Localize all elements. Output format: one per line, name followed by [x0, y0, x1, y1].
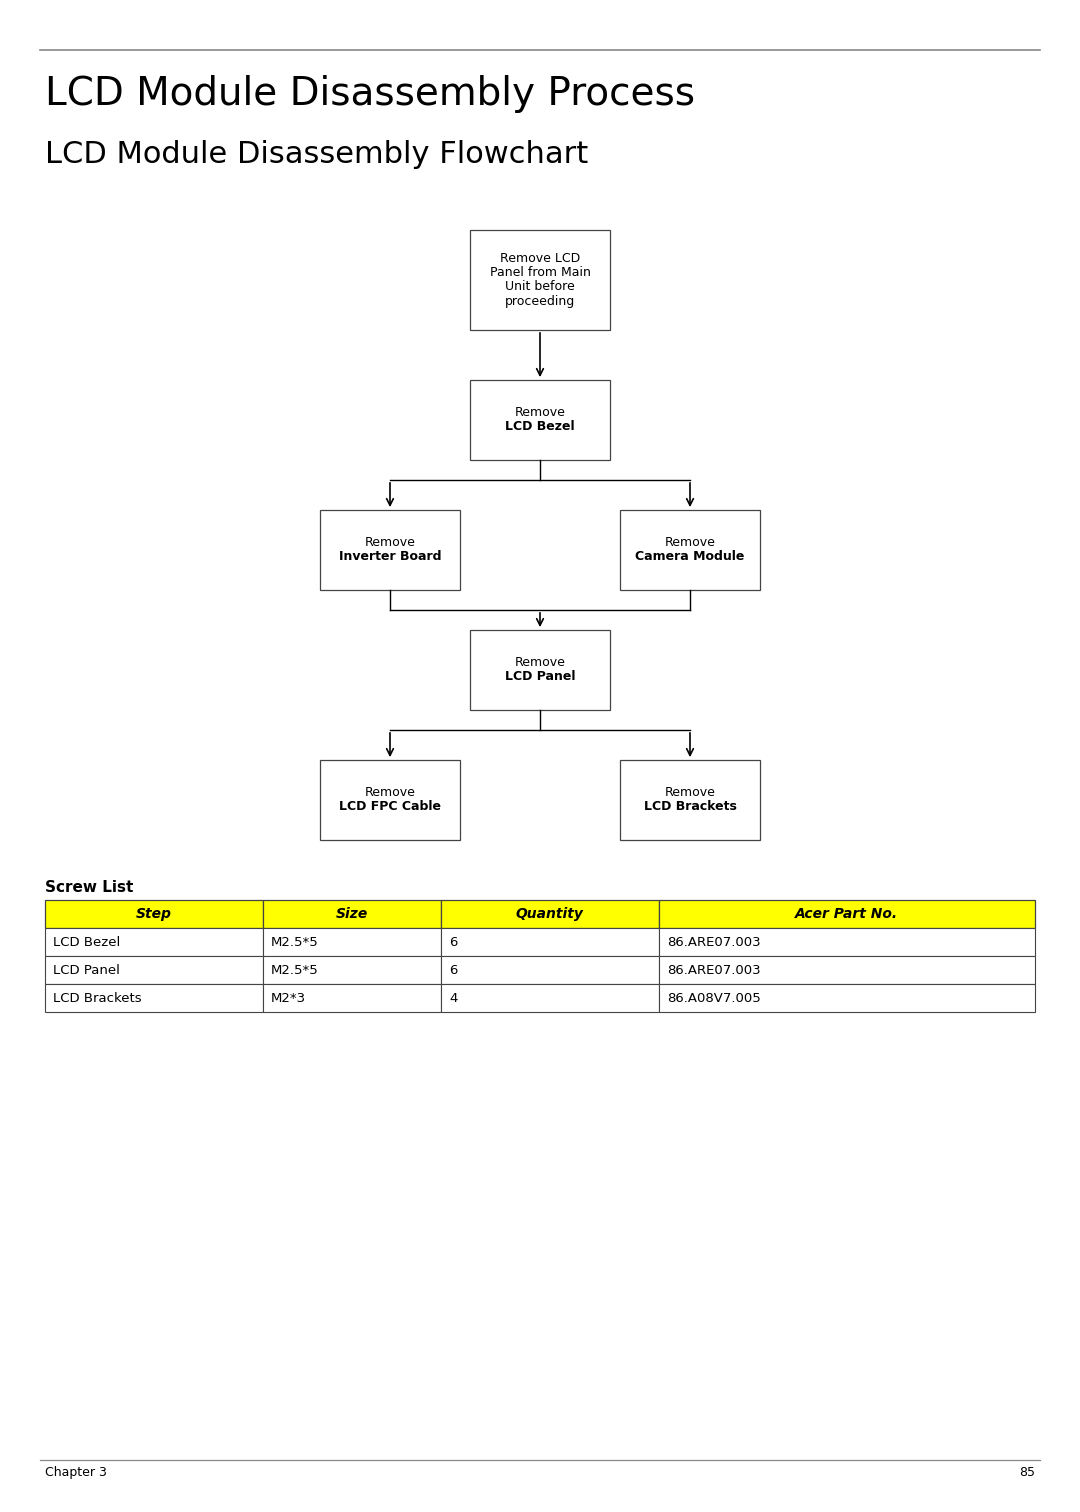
Text: Remove: Remove [664, 537, 715, 549]
Text: Screw List: Screw List [45, 880, 133, 895]
Bar [620, 761, 760, 841]
Bar [659, 900, 1035, 928]
Text: Panel from Main: Panel from Main [489, 266, 591, 280]
Bar [262, 956, 441, 984]
Text: LCD Brackets: LCD Brackets [53, 992, 141, 1004]
Text: Remove: Remove [514, 656, 566, 670]
Text: Step: Step [136, 907, 172, 921]
Bar [262, 900, 441, 928]
Text: LCD Panel: LCD Panel [504, 670, 576, 683]
Text: LCD FPC Cable: LCD FPC Cable [339, 800, 441, 813]
Text: Inverter Board: Inverter Board [339, 550, 442, 564]
Bar [320, 761, 460, 841]
Text: 4: 4 [449, 992, 457, 1004]
Text: LCD Module Disassembly Process: LCD Module Disassembly Process [45, 76, 696, 113]
Text: LCD Bezel: LCD Bezel [505, 420, 575, 434]
Text: LCD Module Disassembly Flowchart: LCD Module Disassembly Flowchart [45, 141, 589, 169]
Bar [659, 984, 1035, 1012]
Text: Remove: Remove [514, 407, 566, 419]
Text: Acer Part No.: Acer Part No. [795, 907, 899, 921]
Text: LCD Bezel: LCD Bezel [53, 936, 120, 948]
Bar [441, 928, 659, 956]
Text: Unit before: Unit before [505, 281, 575, 293]
Bar [620, 510, 760, 590]
Text: Quantity: Quantity [516, 907, 584, 921]
Bar [470, 230, 610, 330]
Text: LCD Panel: LCD Panel [53, 963, 120, 977]
Text: M2*3: M2*3 [271, 992, 306, 1004]
Bar [45, 956, 262, 984]
Text: Remove: Remove [365, 786, 416, 800]
Bar [45, 900, 262, 928]
Text: LCD Brackets: LCD Brackets [644, 800, 737, 813]
Text: 6: 6 [449, 936, 457, 948]
Bar [470, 631, 610, 711]
Bar [45, 984, 262, 1012]
Text: Size: Size [336, 907, 368, 921]
Text: proceeding: proceeding [504, 295, 576, 307]
Text: 86.A08V7.005: 86.A08V7.005 [666, 992, 760, 1004]
Bar [262, 984, 441, 1012]
Text: Remove: Remove [664, 786, 715, 800]
Text: 86.ARE07.003: 86.ARE07.003 [666, 963, 760, 977]
Text: Remove: Remove [365, 537, 416, 549]
Text: 6: 6 [449, 963, 457, 977]
Text: M2.5*5: M2.5*5 [271, 936, 319, 948]
Bar [441, 984, 659, 1012]
Text: Camera Module: Camera Module [635, 550, 745, 564]
Bar [45, 928, 262, 956]
Bar [441, 900, 659, 928]
Bar [659, 928, 1035, 956]
Bar [470, 380, 610, 460]
Bar [659, 956, 1035, 984]
Text: 86.ARE07.003: 86.ARE07.003 [666, 936, 760, 948]
Text: Chapter 3: Chapter 3 [45, 1467, 107, 1479]
Text: Remove LCD: Remove LCD [500, 253, 580, 266]
Text: 85: 85 [1020, 1467, 1035, 1479]
Bar [320, 510, 460, 590]
Text: M2.5*5: M2.5*5 [271, 963, 319, 977]
Bar [441, 956, 659, 984]
Bar [262, 928, 441, 956]
